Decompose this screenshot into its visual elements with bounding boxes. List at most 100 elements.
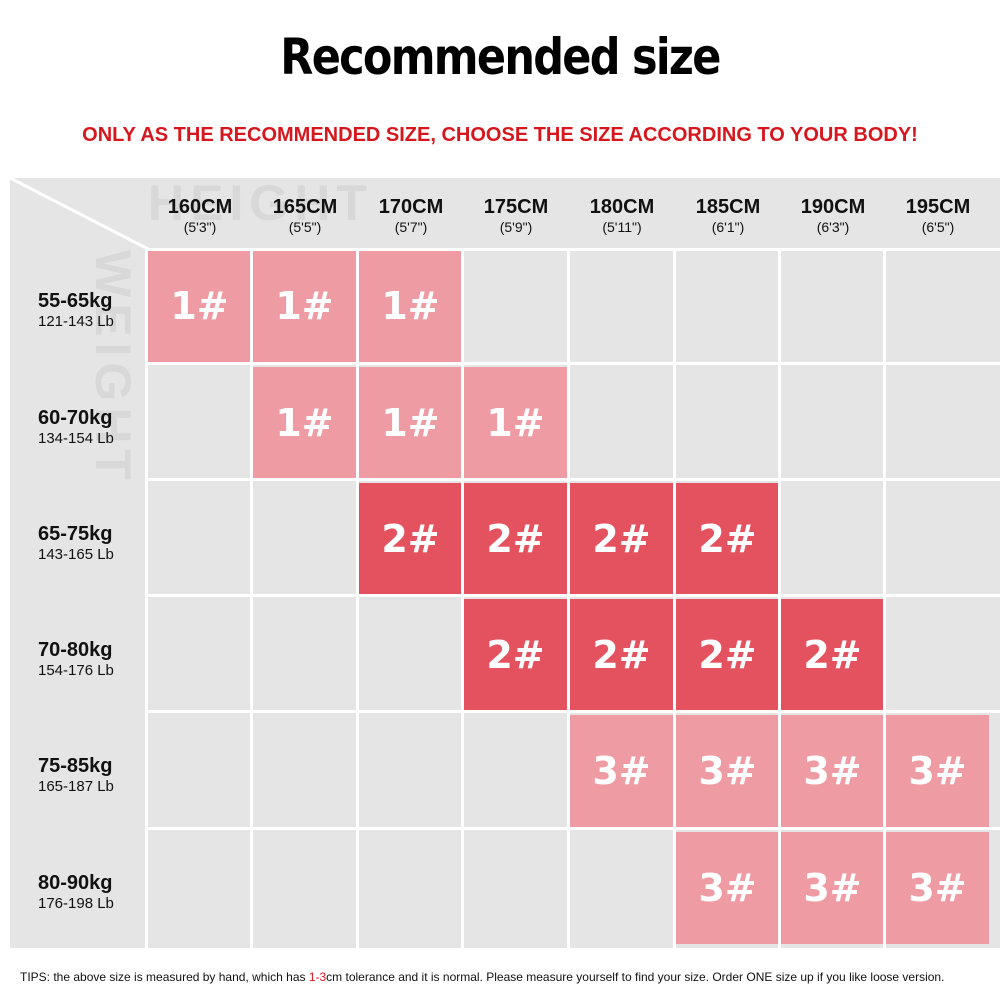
empty-size-cell <box>148 367 251 479</box>
empty-size-cell <box>886 250 989 362</box>
weight-kg-label: 75-85kg <box>38 755 113 777</box>
empty-size-cell <box>886 483 989 595</box>
size-cell: 2# <box>359 483 462 595</box>
empty-size-cell <box>148 715 251 827</box>
height-cm-label: 170CM <box>378 196 444 218</box>
height-ft-label: (5'5") <box>288 219 322 235</box>
size-cell: 2# <box>464 599 567 711</box>
grid-line-vertical <box>567 250 570 948</box>
column-header: 195CM (6'5") <box>886 196 990 236</box>
empty-size-cell <box>359 832 462 944</box>
empty-size-cell <box>570 367 673 479</box>
grid-line-vertical <box>145 250 148 948</box>
empty-size-cell <box>886 367 989 479</box>
empty-size-cell <box>464 832 567 944</box>
empty-size-cell <box>676 250 779 362</box>
size-cell: 2# <box>781 599 884 711</box>
empty-size-cell <box>570 250 673 362</box>
empty-size-cell <box>359 715 462 827</box>
weight-kg-label: 70-80kg <box>38 639 113 661</box>
size-cell: 3# <box>676 715 779 827</box>
grid-line-vertical <box>250 250 253 948</box>
page-title: Recommended size <box>280 28 721 86</box>
empty-size-cell <box>253 715 356 827</box>
empty-size-cell <box>148 483 251 595</box>
empty-size-cell <box>781 483 884 595</box>
weight-kg-label: 65-75kg <box>38 523 113 545</box>
size-cell: 2# <box>676 599 779 711</box>
height-cm-label: 165CM <box>272 196 338 218</box>
grid-line-vertical <box>883 250 886 948</box>
empty-size-cell <box>148 832 251 944</box>
subtitle-notice: ONLY AS THE RECOMMENDED SIZE, CHOOSE THE… <box>82 124 918 146</box>
grid-line-horizontal <box>148 248 1000 251</box>
empty-size-cell <box>781 367 884 479</box>
empty-size-cell <box>253 483 356 595</box>
weight-kg-label: 60-70kg <box>38 407 113 429</box>
grid-line-horizontal <box>148 827 1000 830</box>
size-cell: 1# <box>359 367 462 479</box>
size-cell: 3# <box>781 715 884 827</box>
height-ft-label: (5'11") <box>602 219 642 235</box>
height-watermark: HEIGHT <box>148 175 373 231</box>
size-cell: 1# <box>359 250 462 362</box>
grid-line-horizontal <box>148 478 1000 481</box>
size-cell: 1# <box>464 367 567 479</box>
size-cell: 3# <box>570 715 673 827</box>
height-cm-label: 175CM <box>483 196 549 218</box>
grid-line-horizontal <box>148 362 1000 365</box>
grid-line-vertical <box>356 250 359 948</box>
size-cell: 2# <box>464 483 567 595</box>
height-cm-label: 190CM <box>800 196 866 218</box>
row-header: 75-85kg 165-187 Lb <box>38 754 148 796</box>
weight-lb-label: 143-165 Lb <box>38 546 114 563</box>
column-header: 175CM (5'9") <box>464 196 568 236</box>
empty-size-cell <box>886 599 989 711</box>
column-header: 190CM (6'3") <box>781 196 885 236</box>
weight-lb-label: 176-198 Lb <box>38 895 114 912</box>
size-cell: 3# <box>886 832 989 944</box>
size-cell: 2# <box>676 483 779 595</box>
height-cm-label: 160CM <box>167 196 233 218</box>
tips-note: TIPS: the above size is measured by hand… <box>20 970 1000 984</box>
size-cell: 2# <box>570 599 673 711</box>
size-cell: 3# <box>676 832 779 944</box>
empty-size-cell <box>253 832 356 944</box>
empty-size-cell <box>781 250 884 362</box>
weight-lb-label: 154-176 Lb <box>38 662 114 679</box>
height-ft-label: (6'3") <box>816 219 850 235</box>
empty-size-cell <box>359 599 462 711</box>
column-header: 180CM (5'11") <box>570 196 674 236</box>
weight-kg-label: 55-65kg <box>38 290 113 312</box>
empty-size-cell <box>464 250 567 362</box>
empty-size-cell <box>464 715 567 827</box>
height-cm-label: 185CM <box>695 196 761 218</box>
empty-size-cell <box>676 367 779 479</box>
column-header: 165CM (5'5") <box>253 196 357 236</box>
height-cm-label: 195CM <box>905 196 971 218</box>
row-header: 80-90kg 176-198 Lb <box>38 871 148 913</box>
grid-line-vertical <box>461 250 464 948</box>
empty-size-cell <box>570 832 673 944</box>
row-header: 65-75kg 143-165 Lb <box>38 522 148 564</box>
size-cell: 1# <box>148 250 251 362</box>
tips-text: TIPS: the above size is measured by hand… <box>20 970 309 984</box>
empty-size-cell <box>148 599 251 711</box>
weight-lb-label: 121-143 Lb <box>38 313 114 330</box>
weight-kg-label: 80-90kg <box>38 872 113 894</box>
height-cm-label: 180CM <box>589 196 655 218</box>
column-header: 160CM (5'3") <box>148 196 252 236</box>
height-ft-label: (5'7") <box>394 219 428 235</box>
row-header: 55-65kg 121-143 Lb <box>38 289 148 331</box>
corner-divider <box>10 178 150 250</box>
grid-line-vertical <box>778 250 781 948</box>
row-header: 60-70kg 134-154 Lb <box>38 406 148 448</box>
empty-size-cell <box>253 599 356 711</box>
height-ft-label: (5'3") <box>183 219 217 235</box>
grid-line-horizontal <box>148 594 1000 597</box>
weight-lb-label: 134-154 Lb <box>38 430 114 447</box>
column-header: 185CM (6'1") <box>676 196 780 236</box>
height-ft-label: (6'1") <box>711 219 745 235</box>
tolerance-highlight: 1-3 <box>308 970 327 984</box>
size-cell: 1# <box>253 367 356 479</box>
